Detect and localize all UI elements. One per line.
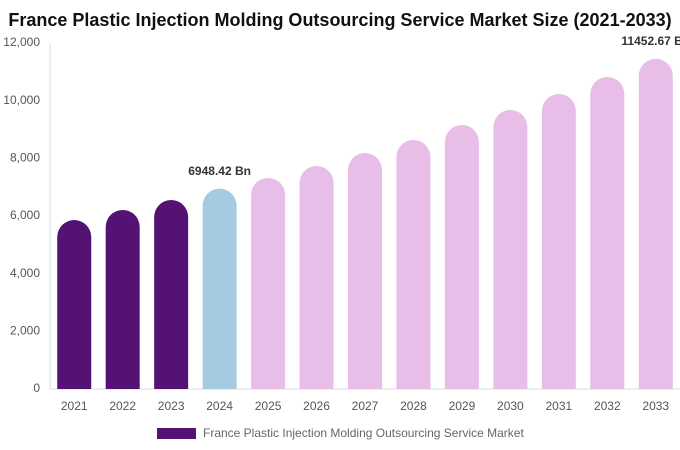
x-tick-label: 2030 [497, 399, 524, 413]
x-tick-label: 2023 [158, 399, 185, 413]
x-tick-label: 2022 [109, 399, 136, 413]
bar [396, 139, 431, 389]
legend-label: France Plastic Injection Molding Outsour… [203, 426, 524, 440]
bar [299, 165, 334, 389]
bar [251, 177, 286, 389]
bar [541, 93, 576, 390]
x-tick-label: 2031 [545, 399, 572, 413]
bar [638, 58, 673, 390]
bar [348, 152, 382, 389]
bar [105, 209, 140, 389]
value-label: 6948.42 Bn [188, 164, 251, 178]
bar [154, 199, 189, 389]
x-tick-label: 2021 [61, 399, 88, 413]
bar [590, 76, 625, 389]
bar [202, 188, 237, 389]
x-tick-label: 2028 [400, 399, 427, 413]
y-tick-label: 12,000 [3, 35, 40, 49]
x-tick-label: 2027 [352, 399, 379, 413]
y-tick-label: 10,000 [3, 93, 40, 107]
y-tick-label: 4,000 [10, 266, 40, 280]
y-tick-label: 2,000 [10, 324, 40, 338]
x-tick-label: 2026 [303, 399, 330, 413]
chart-title: France Plastic Injection Molding Outsour… [8, 10, 671, 30]
bar [444, 124, 479, 390]
value-label: 11452.67 Bn [621, 34, 680, 48]
y-tick-label: 6,000 [10, 208, 40, 222]
bar [493, 109, 528, 389]
x-tick-label: 2032 [594, 399, 621, 413]
x-tick-label: 2029 [449, 399, 476, 413]
bar [57, 220, 92, 389]
legend-swatch [157, 428, 196, 439]
x-tick-label: 2024 [206, 399, 233, 413]
x-tick-label: 2033 [642, 399, 669, 413]
x-tick-label: 2025 [255, 399, 282, 413]
y-tick-label: 8,000 [10, 151, 40, 165]
y-tick-label: 0 [33, 381, 40, 395]
